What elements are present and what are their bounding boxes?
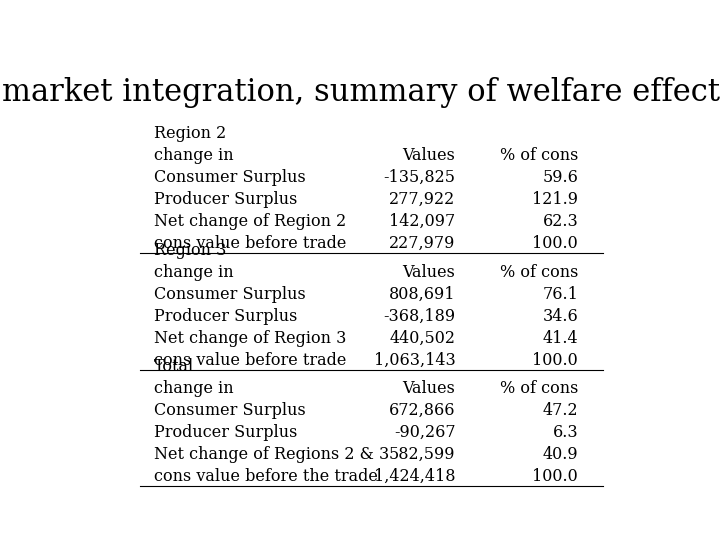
Text: 59.6: 59.6 <box>542 169 578 186</box>
Text: % of cons: % of cons <box>500 380 578 397</box>
Text: 41.4: 41.4 <box>543 329 578 347</box>
Text: -90,267: -90,267 <box>394 424 456 441</box>
Text: 227,979: 227,979 <box>389 235 456 252</box>
Text: 76.1: 76.1 <box>542 286 578 302</box>
Text: Values: Values <box>402 147 456 164</box>
Text: 672,866: 672,866 <box>389 402 456 419</box>
Text: 34.6: 34.6 <box>542 308 578 325</box>
Text: Net change of Regions 2 & 3: Net change of Regions 2 & 3 <box>154 446 390 463</box>
Text: 582,599: 582,599 <box>389 446 456 463</box>
Text: market integration, summary of welfare effects: market integration, summary of welfare e… <box>2 77 720 109</box>
Text: Net change of Region 2: Net change of Region 2 <box>154 213 346 230</box>
Text: 121.9: 121.9 <box>532 191 578 208</box>
Text: 277,922: 277,922 <box>390 191 456 208</box>
Text: % of cons: % of cons <box>500 147 578 164</box>
Text: Total: Total <box>154 358 194 375</box>
Text: Net change of Region 3: Net change of Region 3 <box>154 329 346 347</box>
Text: change in: change in <box>154 264 234 281</box>
Text: 47.2: 47.2 <box>543 402 578 419</box>
Text: 808,691: 808,691 <box>389 286 456 302</box>
Text: 1,424,418: 1,424,418 <box>374 468 456 485</box>
Text: Consumer Surplus: Consumer Surplus <box>154 402 306 419</box>
Text: Region 3: Region 3 <box>154 241 227 259</box>
Text: 40.9: 40.9 <box>543 446 578 463</box>
Text: Producer Surplus: Producer Surplus <box>154 424 297 441</box>
Text: % of cons: % of cons <box>500 264 578 281</box>
Text: Consumer Surplus: Consumer Surplus <box>154 286 306 302</box>
Text: Values: Values <box>402 380 456 397</box>
Text: Region 2: Region 2 <box>154 125 226 142</box>
Text: cons value before trade: cons value before trade <box>154 235 346 252</box>
Text: Producer Surplus: Producer Surplus <box>154 191 297 208</box>
Text: -368,189: -368,189 <box>383 308 456 325</box>
Text: 62.3: 62.3 <box>542 213 578 230</box>
Text: 1,063,143: 1,063,143 <box>374 352 456 369</box>
Text: change in: change in <box>154 380 234 397</box>
Text: Values: Values <box>402 264 456 281</box>
Text: 6.3: 6.3 <box>553 424 578 441</box>
Text: -135,825: -135,825 <box>384 169 456 186</box>
Text: Consumer Surplus: Consumer Surplus <box>154 169 306 186</box>
Text: change in: change in <box>154 147 234 164</box>
Text: 142,097: 142,097 <box>390 213 456 230</box>
Text: cons value before the trade: cons value before the trade <box>154 468 378 485</box>
Text: 440,502: 440,502 <box>390 329 456 347</box>
Text: 100.0: 100.0 <box>533 468 578 485</box>
Text: 100.0: 100.0 <box>533 235 578 252</box>
Text: cons value before trade: cons value before trade <box>154 352 346 369</box>
Text: Producer Surplus: Producer Surplus <box>154 308 297 325</box>
Text: 100.0: 100.0 <box>533 352 578 369</box>
